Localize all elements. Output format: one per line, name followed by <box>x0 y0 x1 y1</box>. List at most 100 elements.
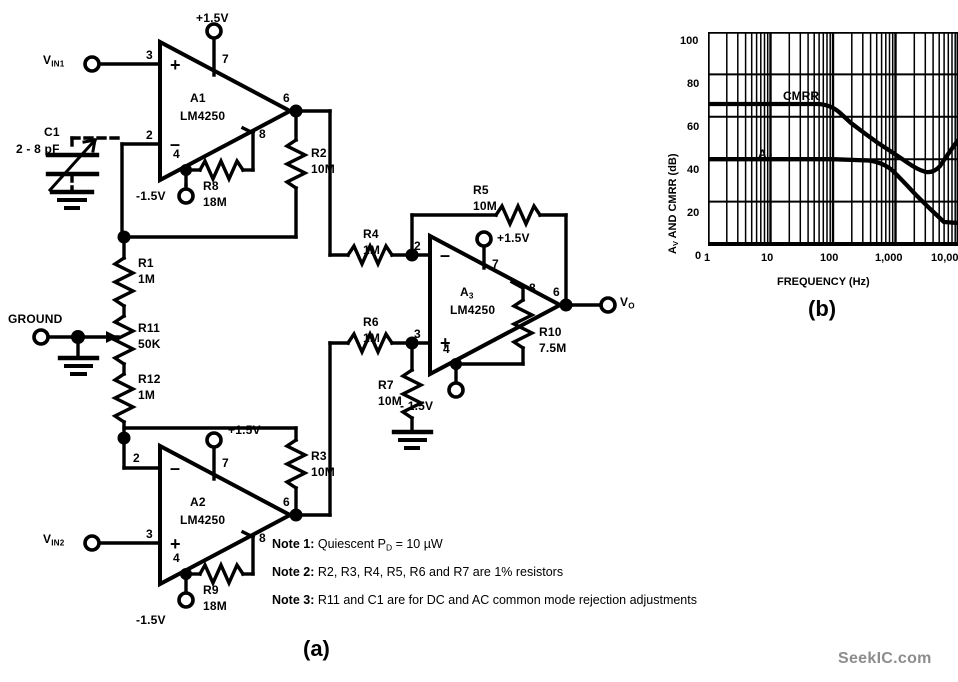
component-label-r12: R12 <box>138 372 161 386</box>
resistor-r2 <box>283 137 309 191</box>
chart-xtick-10000: 10,000 <box>931 252 958 264</box>
resistor-r11 <box>111 313 137 367</box>
component-label-r1: R1 <box>138 256 154 270</box>
chart-x-axis-label: FREQUENCY (Hz) <box>777 276 870 288</box>
pin-a2-set: 8 <box>259 531 266 545</box>
terminal-a3-vpos <box>475 230 493 248</box>
chart-plot-area <box>708 32 958 262</box>
note-3: Note 3: R11 and C1 are for DC and AC com… <box>272 593 697 607</box>
label-ground: GROUND <box>8 312 63 326</box>
terminal-ground <box>32 328 50 346</box>
chart-label-cmrr: CMRR <box>783 89 819 103</box>
label-vout: VO <box>620 295 635 311</box>
cap-c1-variable-arrow <box>47 137 98 193</box>
chart-ytick-0: 0 <box>695 250 702 262</box>
component-value-r12: 1M <box>138 388 156 402</box>
component-value-r4: 1M <box>363 243 381 257</box>
pin-a2-plus: 3 <box>146 527 153 541</box>
wiper-arrow-r11 <box>106 331 118 343</box>
resistor-r6 <box>345 329 395 357</box>
resistor-r10 <box>510 297 536 351</box>
pin-a1-minus: 2 <box>146 128 153 142</box>
component-value-r2: 10M <box>311 162 335 176</box>
label-a2-supply-neg: -1.5V <box>136 613 166 627</box>
chart-ytick-100: 100 <box>680 35 699 47</box>
pin-a2-vneg: 4 <box>173 551 180 565</box>
opamp-a1-part: LM4250 <box>180 109 226 123</box>
label-a1-supply-pos: +1.5V <box>196 11 229 25</box>
junction-a1-vneg <box>180 164 192 176</box>
label-vin1: VIN1 <box>43 53 65 69</box>
pin-a3-out: 6 <box>553 285 560 299</box>
chart-panel-b: AV AND CMRR (dB) 100 80 60 40 20 0 <box>655 14 958 321</box>
terminal-a1-vneg <box>177 187 195 205</box>
pin-a1-vneg: 4 <box>173 147 180 161</box>
chart-ytick-60: 60 <box>687 121 700 133</box>
resistor-r3 <box>283 437 309 491</box>
component-label-r6: R6 <box>363 315 379 329</box>
opamp-a1-body <box>158 38 295 184</box>
pin-a2-minus: 2 <box>133 451 140 465</box>
note-2: Note 2: R2, R3, R4, R5, R6 and R7 are 1%… <box>272 565 564 579</box>
resistor-r12 <box>111 371 137 425</box>
component-label-r8: R8 <box>203 179 219 193</box>
pin-a1-plus: 3 <box>146 48 153 62</box>
opamp-a1-minus-sign: – <box>170 134 181 154</box>
opamp-a3-minus-sign: – <box>440 245 451 265</box>
opamp-a2-plus-sign: + <box>170 534 181 554</box>
pin-a3-vpos: 7 <box>492 257 499 271</box>
component-label-r3: R3 <box>311 449 327 463</box>
chart-xtick-100: 100 <box>820 252 839 264</box>
pin-a1-set: 8 <box>259 127 266 141</box>
opamp-a2-body <box>158 442 295 588</box>
chart-ytick-20: 20 <box>687 207 700 219</box>
component-value-r3: 10M <box>311 465 335 479</box>
component-value-r5: 10M <box>473 199 497 213</box>
opamp-a3-body <box>428 232 565 378</box>
chart-series-cmrr <box>708 101 958 175</box>
opamp-a1-plus-sign: + <box>170 55 181 75</box>
panel-b-caption: (b) <box>808 296 837 321</box>
terminal-a1-vpos <box>205 22 223 40</box>
component-value-r11: 50K <box>138 337 161 351</box>
pin-a2-out: 6 <box>283 495 290 509</box>
panel-a-caption: (a) <box>303 636 330 661</box>
resistor-r8 <box>197 156 246 184</box>
component-value-r6: 1M <box>363 331 381 345</box>
pin-a3-minus: 2 <box>414 239 421 253</box>
component-label-r11: R11 <box>138 321 160 335</box>
resistor-r5 <box>493 201 543 229</box>
component-label-c1: C1 <box>44 125 60 139</box>
resistor-r7 <box>399 367 425 421</box>
component-value-r1: 1M <box>138 272 156 286</box>
schematic-panel-a <box>32 22 617 609</box>
chart-minor-gridlines-x <box>726 32 956 244</box>
pin-a3-set: 8 <box>529 281 536 295</box>
component-label-r10: R10 <box>539 325 562 339</box>
chart-series-av <box>708 157 958 226</box>
pin-a2-vpos: 7 <box>222 456 229 470</box>
pin-a3-plus: 3 <box>414 327 421 341</box>
opamp-a3-part: LM4250 <box>450 303 496 317</box>
pin-a3-vneg: 4 <box>443 342 450 356</box>
pin-a1-out: 6 <box>283 91 290 105</box>
chart-xtick-10: 10 <box>761 252 774 264</box>
terminal-vin2 <box>83 534 101 552</box>
pin-a1-vpos: 7 <box>222 52 229 66</box>
resistor-r4 <box>345 241 395 269</box>
note-1: Note 1: Quiescent PD = 10 µW <box>272 537 443 553</box>
label-a3-supply-neg: - 1.5V <box>400 399 434 413</box>
component-label-r4: R4 <box>363 227 379 241</box>
terminal-a2-vpos <box>205 431 223 449</box>
terminal-vout <box>599 296 617 314</box>
chart-xtick-1000: 1,000 <box>875 252 903 264</box>
chart-frame <box>708 32 958 246</box>
chart-major-gridlines-x <box>769 32 897 244</box>
opamp-a3-plus-sign: + <box>440 333 451 353</box>
resistor-r9 <box>197 560 246 588</box>
component-label-r7: R7 <box>378 378 394 392</box>
chart-y-axis-label: AV AND CMRR (dB) <box>667 153 681 254</box>
opamp-a2-minus-sign: – <box>170 458 181 478</box>
component-label-r5: R5 <box>473 183 489 197</box>
